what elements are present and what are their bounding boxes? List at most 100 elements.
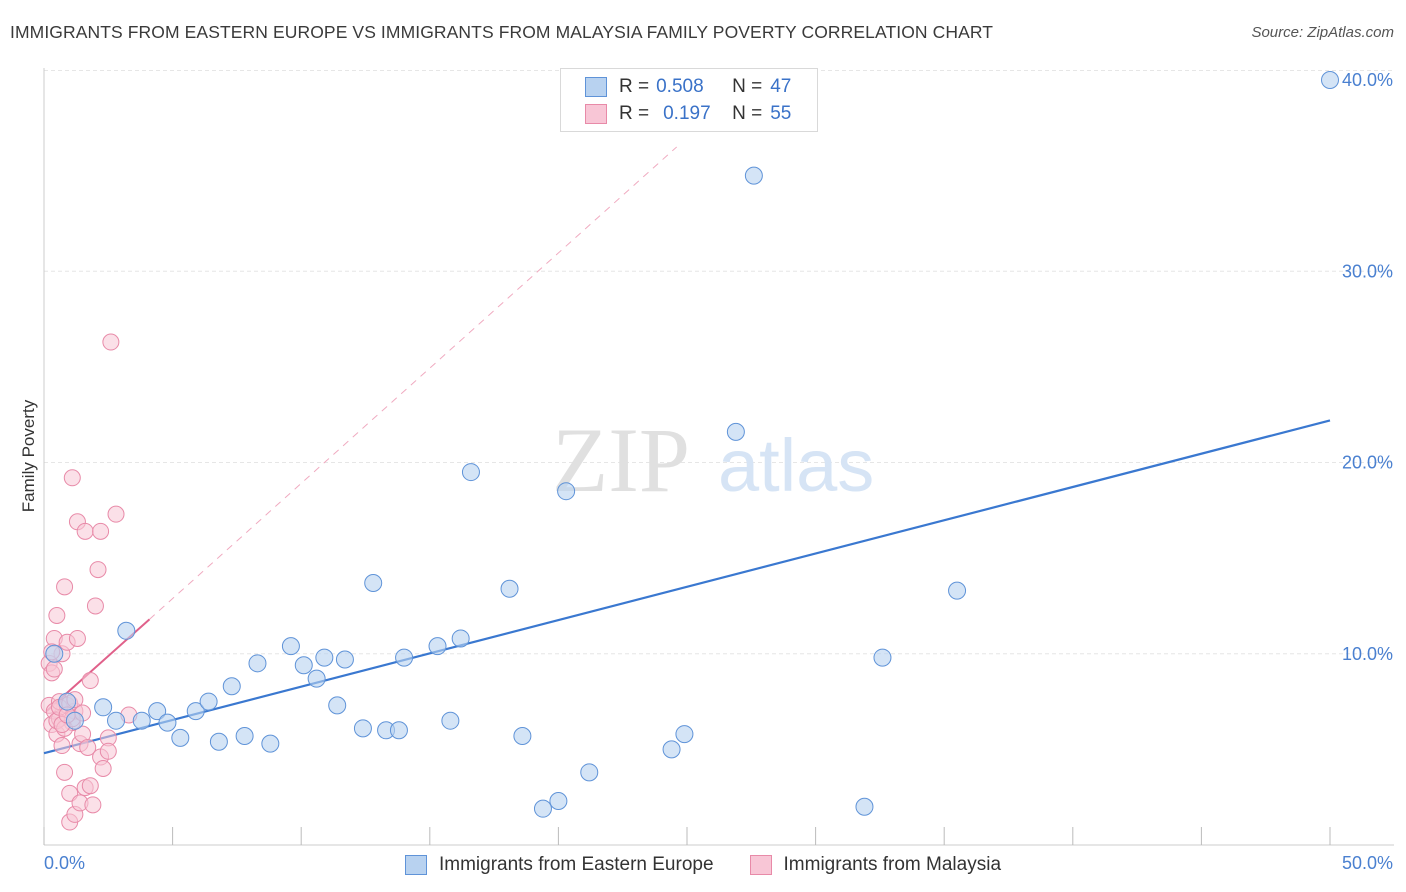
legend-label-eastern-europe: Immigrants from Eastern Europe: [438, 854, 714, 875]
tick-labels: 10.0% 20.0% 30.0% 40.0% 0.0% 50.0%: [44, 70, 1393, 873]
eastern-europe-point: [235, 726, 254, 745]
malaysia-point: [102, 333, 120, 351]
eastern-europe-point: [45, 644, 64, 663]
eastern-europe-point: [948, 581, 967, 600]
malaysia-point: [81, 672, 99, 690]
eastern-europe-point: [315, 648, 334, 667]
r-label: R =: [619, 103, 650, 124]
malaysia-point: [53, 737, 71, 755]
malaysia-point: [63, 469, 81, 487]
n-value-eastern-europe: 47: [770, 76, 792, 97]
r-label: R =: [619, 76, 650, 97]
eastern-europe-point: [294, 656, 313, 675]
eastern-europe-point: [855, 797, 874, 816]
malaysia-point: [56, 763, 74, 781]
eastern-europe-point: [451, 629, 470, 648]
eastern-europe-point: [395, 648, 414, 667]
eastern-europe-point: [65, 711, 84, 730]
eastern-europe-point: [513, 726, 532, 745]
malaysia-point: [92, 522, 110, 540]
malaysia-point: [89, 561, 107, 579]
malaysia-point: [56, 578, 74, 596]
pink-swatch-icon: [585, 104, 607, 124]
eastern-europe-point: [281, 637, 300, 656]
chart-title: IMMIGRANTS FROM EASTERN EUROPE VS IMMIGR…: [10, 22, 994, 42]
y-tick-label: 30.0%: [1342, 261, 1393, 281]
series-malaysia-points: [40, 333, 138, 831]
stats-legend: R = 0.508 N = 47 R = 0.197 N = 55: [560, 68, 818, 132]
eastern-europe-point: [307, 669, 326, 688]
malaysia-point: [48, 607, 66, 624]
r-value-eastern-europe: 0.508: [656, 76, 704, 97]
eastern-europe-point: [171, 728, 190, 747]
stats-legend-row-malaysia: R = 0.197 N = 55: [585, 101, 791, 127]
malaysia-point: [107, 505, 125, 523]
eastern-europe-point: [662, 740, 681, 759]
malaysia-point: [99, 742, 117, 760]
eastern-europe-point: [222, 677, 241, 696]
eastern-europe-point: [94, 698, 113, 717]
malaysia-point: [45, 660, 63, 678]
eastern-europe-point: [328, 696, 347, 715]
eastern-europe-point: [199, 692, 218, 711]
stats-legend-row-eastern-europe: R = 0.508 N = 47: [585, 74, 791, 100]
eastern-europe-point: [148, 702, 167, 721]
n-label: N =: [732, 103, 763, 124]
eastern-europe-point: [248, 654, 267, 673]
pink-square-icon: [749, 855, 772, 875]
eastern-europe-point: [675, 725, 694, 744]
eastern-europe-point: [533, 799, 552, 818]
eastern-europe-point: [557, 482, 576, 501]
y-tick-label: 40.0%: [1342, 70, 1393, 90]
legend-item-eastern-europe: Immigrants from Eastern Europe: [404, 854, 714, 876]
r-value-malaysia: 0.197: [663, 103, 711, 124]
x-tick-label: 0.0%: [44, 853, 85, 873]
eastern-europe-point: [744, 166, 763, 185]
eastern-europe-point: [353, 719, 372, 738]
eastern-europe-point: [441, 711, 460, 730]
n-value-malaysia: 55: [770, 103, 792, 124]
gridlines: [44, 69, 1394, 655]
eastern-europe-point: [335, 650, 354, 669]
malaysia-point: [81, 777, 99, 795]
eastern-europe-point: [873, 648, 892, 667]
malaysia-point: [76, 522, 94, 540]
malaysia-point: [84, 796, 102, 814]
eastern-europe-point: [364, 573, 383, 592]
y-axis-label: Family Poverty: [19, 399, 38, 512]
n-label: N =: [732, 76, 763, 97]
y-tick-label: 20.0%: [1342, 453, 1393, 473]
legend-label-malaysia: Immigrants from Malaysia: [783, 854, 1002, 875]
axes: [43, 68, 1394, 846]
eastern-europe-point: [428, 637, 447, 656]
eastern-europe-point: [1321, 71, 1339, 89]
eastern-europe-point: [580, 763, 599, 782]
legend-item-malaysia: Immigrants from Malaysia: [749, 854, 1002, 876]
watermark-atlas: atlas: [718, 424, 874, 507]
blue-swatch-icon: [585, 77, 607, 97]
malaysia-point: [86, 597, 104, 615]
malaysia-point: [68, 629, 86, 647]
eastern-europe-point: [261, 734, 280, 753]
eastern-europe-point: [58, 692, 77, 711]
eastern-europe-point: [389, 721, 408, 740]
eastern-europe-point: [209, 732, 228, 751]
eastern-europe-point: [461, 463, 480, 482]
source-credit: Source: ZipAtlas.com: [1251, 24, 1394, 41]
eastern-europe-point: [186, 702, 205, 721]
x-tick-label: 50.0%: [1342, 853, 1393, 873]
blue-square-icon: [404, 855, 427, 875]
y-tick-label: 10.0%: [1342, 644, 1393, 664]
series-legend: Immigrants from Eastern Europe Immigrant…: [0, 852, 1406, 878]
watermark: ZIP atlas: [552, 409, 874, 511]
eastern-europe-point: [549, 792, 568, 811]
eastern-europe-point: [500, 579, 519, 598]
eastern-europe-point: [132, 711, 151, 730]
malaysia-point: [79, 738, 97, 756]
eastern-europe-point: [107, 711, 126, 730]
watermark-zip: ZIP: [552, 409, 690, 511]
series-eastern-europe-points: [45, 71, 1339, 818]
eastern-europe-point: [117, 621, 136, 640]
eastern-europe-trendline: [43, 419, 1331, 755]
malaysia-point: [94, 760, 112, 777]
